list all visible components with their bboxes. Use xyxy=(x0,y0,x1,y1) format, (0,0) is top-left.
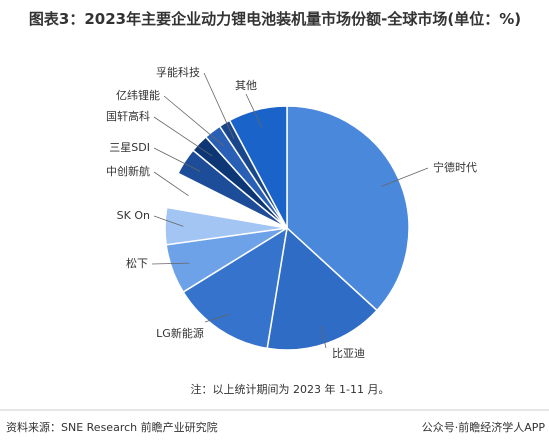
pie-slice xyxy=(266,226,379,351)
source-right: 公众号·前瞻经济学人APP xyxy=(422,420,546,434)
slice-label: SK On xyxy=(117,209,150,222)
slice-label: 孚能科技 xyxy=(156,65,200,79)
slice-label: 亿纬锂能 xyxy=(116,88,160,102)
leader-line xyxy=(153,215,184,227)
slice-label: 宁德时代 xyxy=(433,160,477,174)
leader-line xyxy=(153,171,189,196)
slice-label: 国轩高科 xyxy=(106,109,150,123)
leader-line xyxy=(151,262,190,265)
leader-line xyxy=(163,95,224,147)
pie-slice xyxy=(228,105,288,229)
slice-label: LG新能源 xyxy=(156,326,204,340)
slice-label: 比亚迪 xyxy=(332,347,365,360)
chart-title: 图表3：2023年主要企业动力锂电池装机量市场份额-全球市场(单位：%) xyxy=(28,10,522,28)
leader-line xyxy=(153,147,201,172)
slice-label: 其他 xyxy=(235,79,257,92)
slice-label: 中创新航 xyxy=(106,164,150,178)
pie-slice xyxy=(182,226,289,350)
leader-line xyxy=(320,325,327,349)
slice-label: 松下 xyxy=(126,256,148,270)
leader-line xyxy=(203,72,235,140)
leader-line xyxy=(245,93,263,128)
leader-line xyxy=(381,167,429,187)
source: 资料来源：SNE Research 前瞻产业研究院 xyxy=(6,420,218,434)
leader-line xyxy=(204,313,230,323)
note: 注：以上统计期间为 2023 年 1-11 月。 xyxy=(191,382,390,396)
leader-line xyxy=(153,116,213,157)
pie-slice xyxy=(286,105,410,312)
slice-label: 三星SDI xyxy=(109,141,150,154)
